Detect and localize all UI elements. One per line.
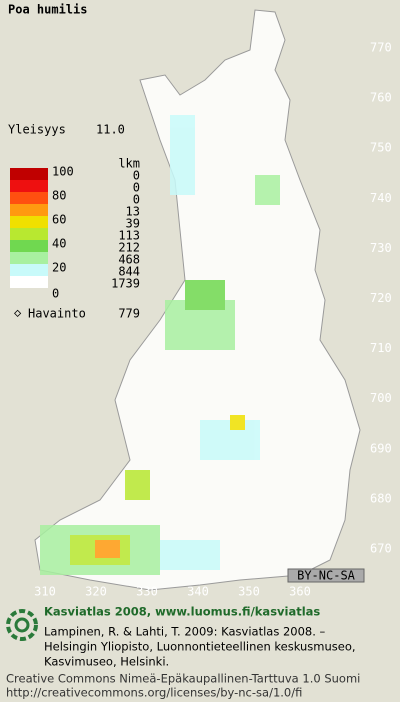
footer: Kasviatlas 2008, www.luomus.fi/kasviatla… [6, 605, 360, 700]
legend-swatch [10, 264, 48, 276]
northing-label: 680 [370, 491, 392, 505]
map-patches [40, 115, 280, 575]
license-badge: BY-NC-SA [297, 569, 356, 583]
legend-label: 0 [52, 287, 59, 301]
legend-label: 100 [52, 165, 74, 179]
legend-swatch [10, 216, 48, 228]
citation-line: Helsingin Yliopisto, Luonnontieteellinen… [44, 640, 356, 654]
legend-count: 0 [133, 193, 140, 207]
northing-label: 670 [370, 542, 392, 556]
observation-label: Havainto [28, 307, 86, 321]
grid-labels: 770 760 750 740 730 720 710 700 690 680 670 310 320 3… [34, 41, 392, 599]
northing-label: 750 [370, 141, 392, 155]
northing-label: 710 [370, 341, 392, 355]
legend-count: 39 [126, 217, 140, 231]
legend-count: 113 [118, 229, 140, 243]
easting-label: 360 [289, 585, 311, 599]
legend-label: 80 [52, 189, 66, 203]
legend-swatch [10, 192, 48, 204]
frequency-value: 11.0 [96, 123, 125, 137]
legend-swatch [10, 240, 48, 252]
logo [6, 609, 38, 641]
frequency-label: Yleisyys [8, 123, 66, 137]
legend-label: 20 [52, 261, 66, 275]
legend-count: 1739 [111, 277, 140, 291]
legend-header: lkm [118, 157, 140, 171]
easting-label: 350 [238, 585, 260, 599]
license-badge-box [287, 568, 365, 583]
license-line: http://creativecommons.org/licenses/by-n… [6, 686, 302, 700]
citation-line: Lampinen, R. & Lahti, T. 2009: Kasviatla… [44, 625, 326, 639]
easting-label: 310 [34, 585, 56, 599]
legend-count: 0 [133, 181, 140, 195]
legend-count: 212 [118, 241, 140, 255]
legend-count: 0 [133, 169, 140, 183]
northing-label: 690 [370, 441, 392, 455]
easting-label: 320 [85, 585, 107, 599]
northing-label: 740 [370, 191, 392, 205]
species-title: Poa humilis [8, 3, 87, 17]
license-line: Creative Commons Nimeä-Epäkaupallinen-Ta… [6, 672, 360, 686]
easting-label: 340 [187, 585, 209, 599]
legend-label: 40 [52, 237, 66, 251]
northing-label: 760 [370, 91, 392, 105]
legend-count: 468 [118, 253, 140, 267]
legend-swatch [10, 168, 48, 180]
northing-label: 730 [370, 241, 392, 255]
footer-heading: Kasviatlas 2008, www.luomus.fi/kasviatla… [44, 605, 320, 619]
legend-swatch [10, 204, 48, 216]
legend-count: 844 [118, 265, 140, 279]
northing-label: 770 [370, 41, 392, 55]
easting-label: 330 [136, 585, 158, 599]
legend-label: 60 [52, 213, 66, 227]
observation-count: 779 [118, 307, 140, 321]
citation-line: Kasvimuseo, Helsinki. [44, 655, 169, 669]
northing-label: 700 [370, 391, 392, 405]
northing-label: 720 [370, 291, 392, 305]
legend-swatch [10, 228, 48, 240]
legend-swatch [10, 252, 48, 264]
legend-swatch [10, 276, 48, 288]
legend-swatch [10, 180, 48, 192]
observation-symbol: ◇ [14, 306, 22, 320]
legend-count: 13 [126, 205, 140, 219]
